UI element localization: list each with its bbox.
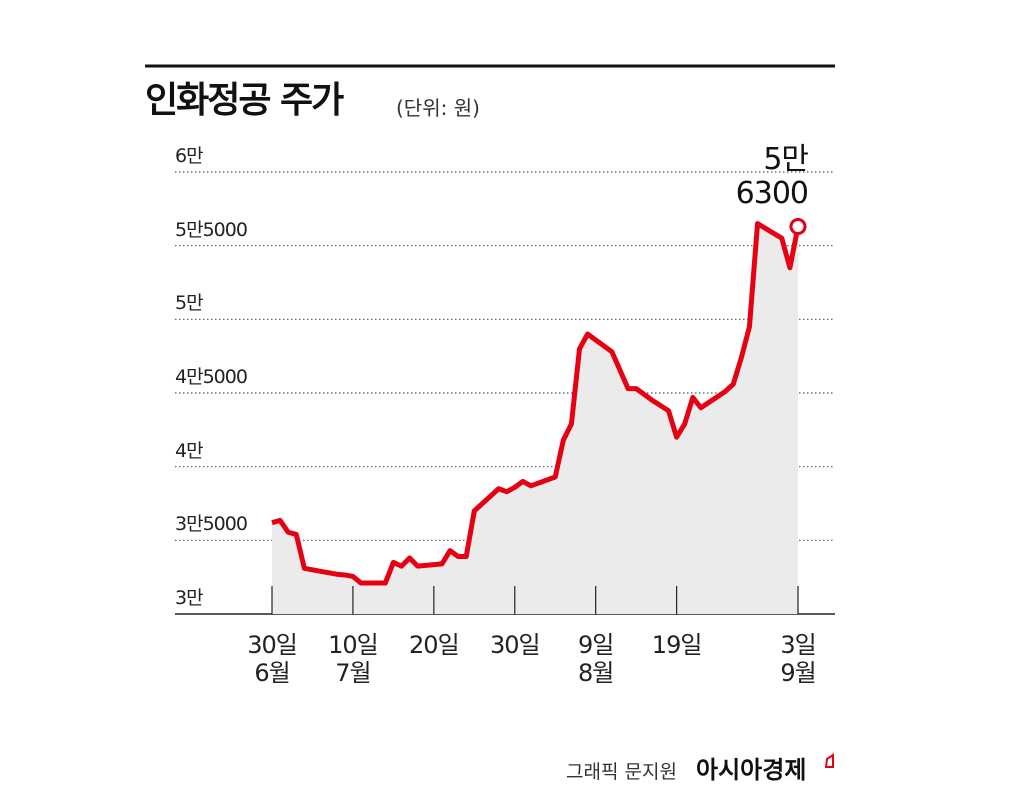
value-label: 5만 6300 xyxy=(735,141,809,211)
x-tick-label: 9일 8월 xyxy=(578,631,614,687)
x-tick-label: 3일 9월 xyxy=(780,631,816,687)
credit: 그래픽 문지원 xyxy=(566,761,677,783)
chart-subtitle: (단위: 원) xyxy=(396,96,480,120)
y-tick-label: 4만5000 xyxy=(175,366,248,388)
area xyxy=(272,223,798,615)
x-tick-label: 19일 xyxy=(651,631,703,659)
x-tick-label: 30일 6월 xyxy=(247,631,298,687)
y-tick-label: 3만 xyxy=(175,587,204,609)
y-tick-label: 5만 xyxy=(175,292,204,315)
x-tick-label: 10일 7월 xyxy=(328,631,379,687)
y-tick-label: 3만5000 xyxy=(175,513,248,536)
source: 아시아경제 xyxy=(696,756,807,784)
x-tick-label: 20일 xyxy=(409,631,460,659)
y-tick-label: 5만5000 xyxy=(175,218,248,241)
line xyxy=(271,221,801,586)
logo-mark xyxy=(824,753,834,768)
y-tick-label: 6만 xyxy=(175,145,204,167)
end-marker xyxy=(789,218,807,236)
x-tick-label: 30일 xyxy=(489,631,541,659)
chart-title: 인화정공 주가 xyxy=(145,80,344,121)
y-tick-label: 4만 xyxy=(175,439,204,462)
